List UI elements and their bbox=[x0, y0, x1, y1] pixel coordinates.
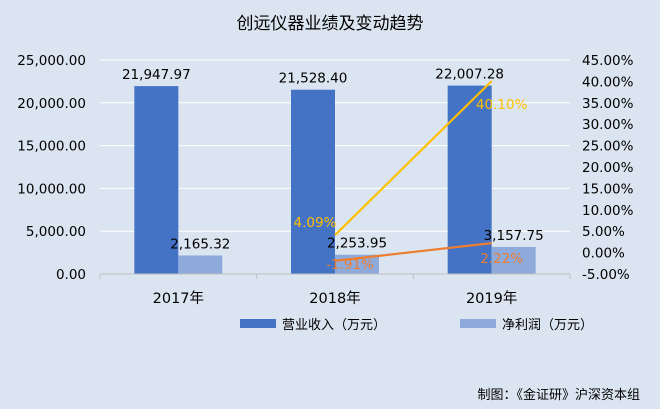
left-tick-label: 20,000.00 bbox=[17, 96, 86, 112]
legend-swatch bbox=[240, 319, 276, 328]
bar bbox=[291, 89, 335, 275]
axes: 0.00 5,000.00 10,000.00 15,000.00 20,000.00 2… bbox=[17, 53, 633, 307]
line-data-label: 4.09% bbox=[294, 215, 337, 231]
right-tick-label: 15.00% bbox=[582, 181, 634, 197]
left-tick-label: 15,000.00 bbox=[17, 139, 86, 155]
series-line bbox=[334, 80, 493, 236]
bar-data-label: 2,165.32 bbox=[170, 236, 230, 252]
right-tick-label: 20.00% bbox=[582, 160, 634, 176]
bar-data-label: 2,253.95 bbox=[327, 236, 387, 252]
legend-label: 营业收入（万元） bbox=[282, 318, 386, 333]
x-tick-label: 2017年 bbox=[153, 290, 204, 307]
data-labels: 21,947.97 21,528.40 22,007.28 2,165.32 2,253… bbox=[122, 67, 544, 273]
series-line bbox=[334, 242, 492, 262]
legend: 营业收入（万元） 净利润（万元） bbox=[240, 318, 593, 333]
right-tick-label: -5.00% bbox=[582, 267, 630, 283]
right-tick-label: 40.00% bbox=[582, 74, 634, 90]
line-data-label: -1.91% bbox=[326, 257, 374, 273]
line-data-label: 2.22% bbox=[480, 251, 523, 267]
bar-data-label: 21,947.97 bbox=[122, 67, 191, 83]
left-tick-label: 25,000.00 bbox=[17, 53, 86, 69]
legend-label: 净利润（万元） bbox=[502, 318, 593, 333]
legend-swatch bbox=[460, 319, 496, 328]
right-tick-label: 10.00% bbox=[582, 203, 634, 219]
bar-data-label: 21,528.40 bbox=[279, 71, 348, 87]
bar-data-label: 3,157.75 bbox=[484, 228, 544, 244]
left-tick-label: 5,000.00 bbox=[26, 224, 86, 240]
lines bbox=[334, 80, 493, 262]
right-tick-label: 45.00% bbox=[582, 53, 634, 69]
right-tick-label: 30.00% bbox=[582, 117, 634, 133]
x-tick-label: 2018年 bbox=[309, 290, 360, 307]
left-tick-label: 10,000.00 bbox=[17, 181, 86, 197]
left-tick-label: 0.00 bbox=[56, 267, 86, 283]
right-tick-label: 5.00% bbox=[582, 224, 625, 240]
chart-title: 创远仪器业绩及变动趋势 bbox=[237, 14, 424, 34]
source-note: 制图：《金证研》沪深资本组 bbox=[477, 387, 640, 403]
bar-data-label: 22,007.28 bbox=[435, 67, 504, 83]
x-tick-label: 2019年 bbox=[466, 290, 517, 307]
line-data-label: 40.10% bbox=[476, 97, 528, 113]
right-tick-label: 25.00% bbox=[582, 139, 634, 155]
bar bbox=[491, 246, 536, 274]
right-tick-label: 0.00% bbox=[582, 246, 625, 262]
right-tick-label: 35.00% bbox=[582, 96, 634, 112]
bar bbox=[178, 255, 223, 274]
bar bbox=[134, 86, 179, 275]
